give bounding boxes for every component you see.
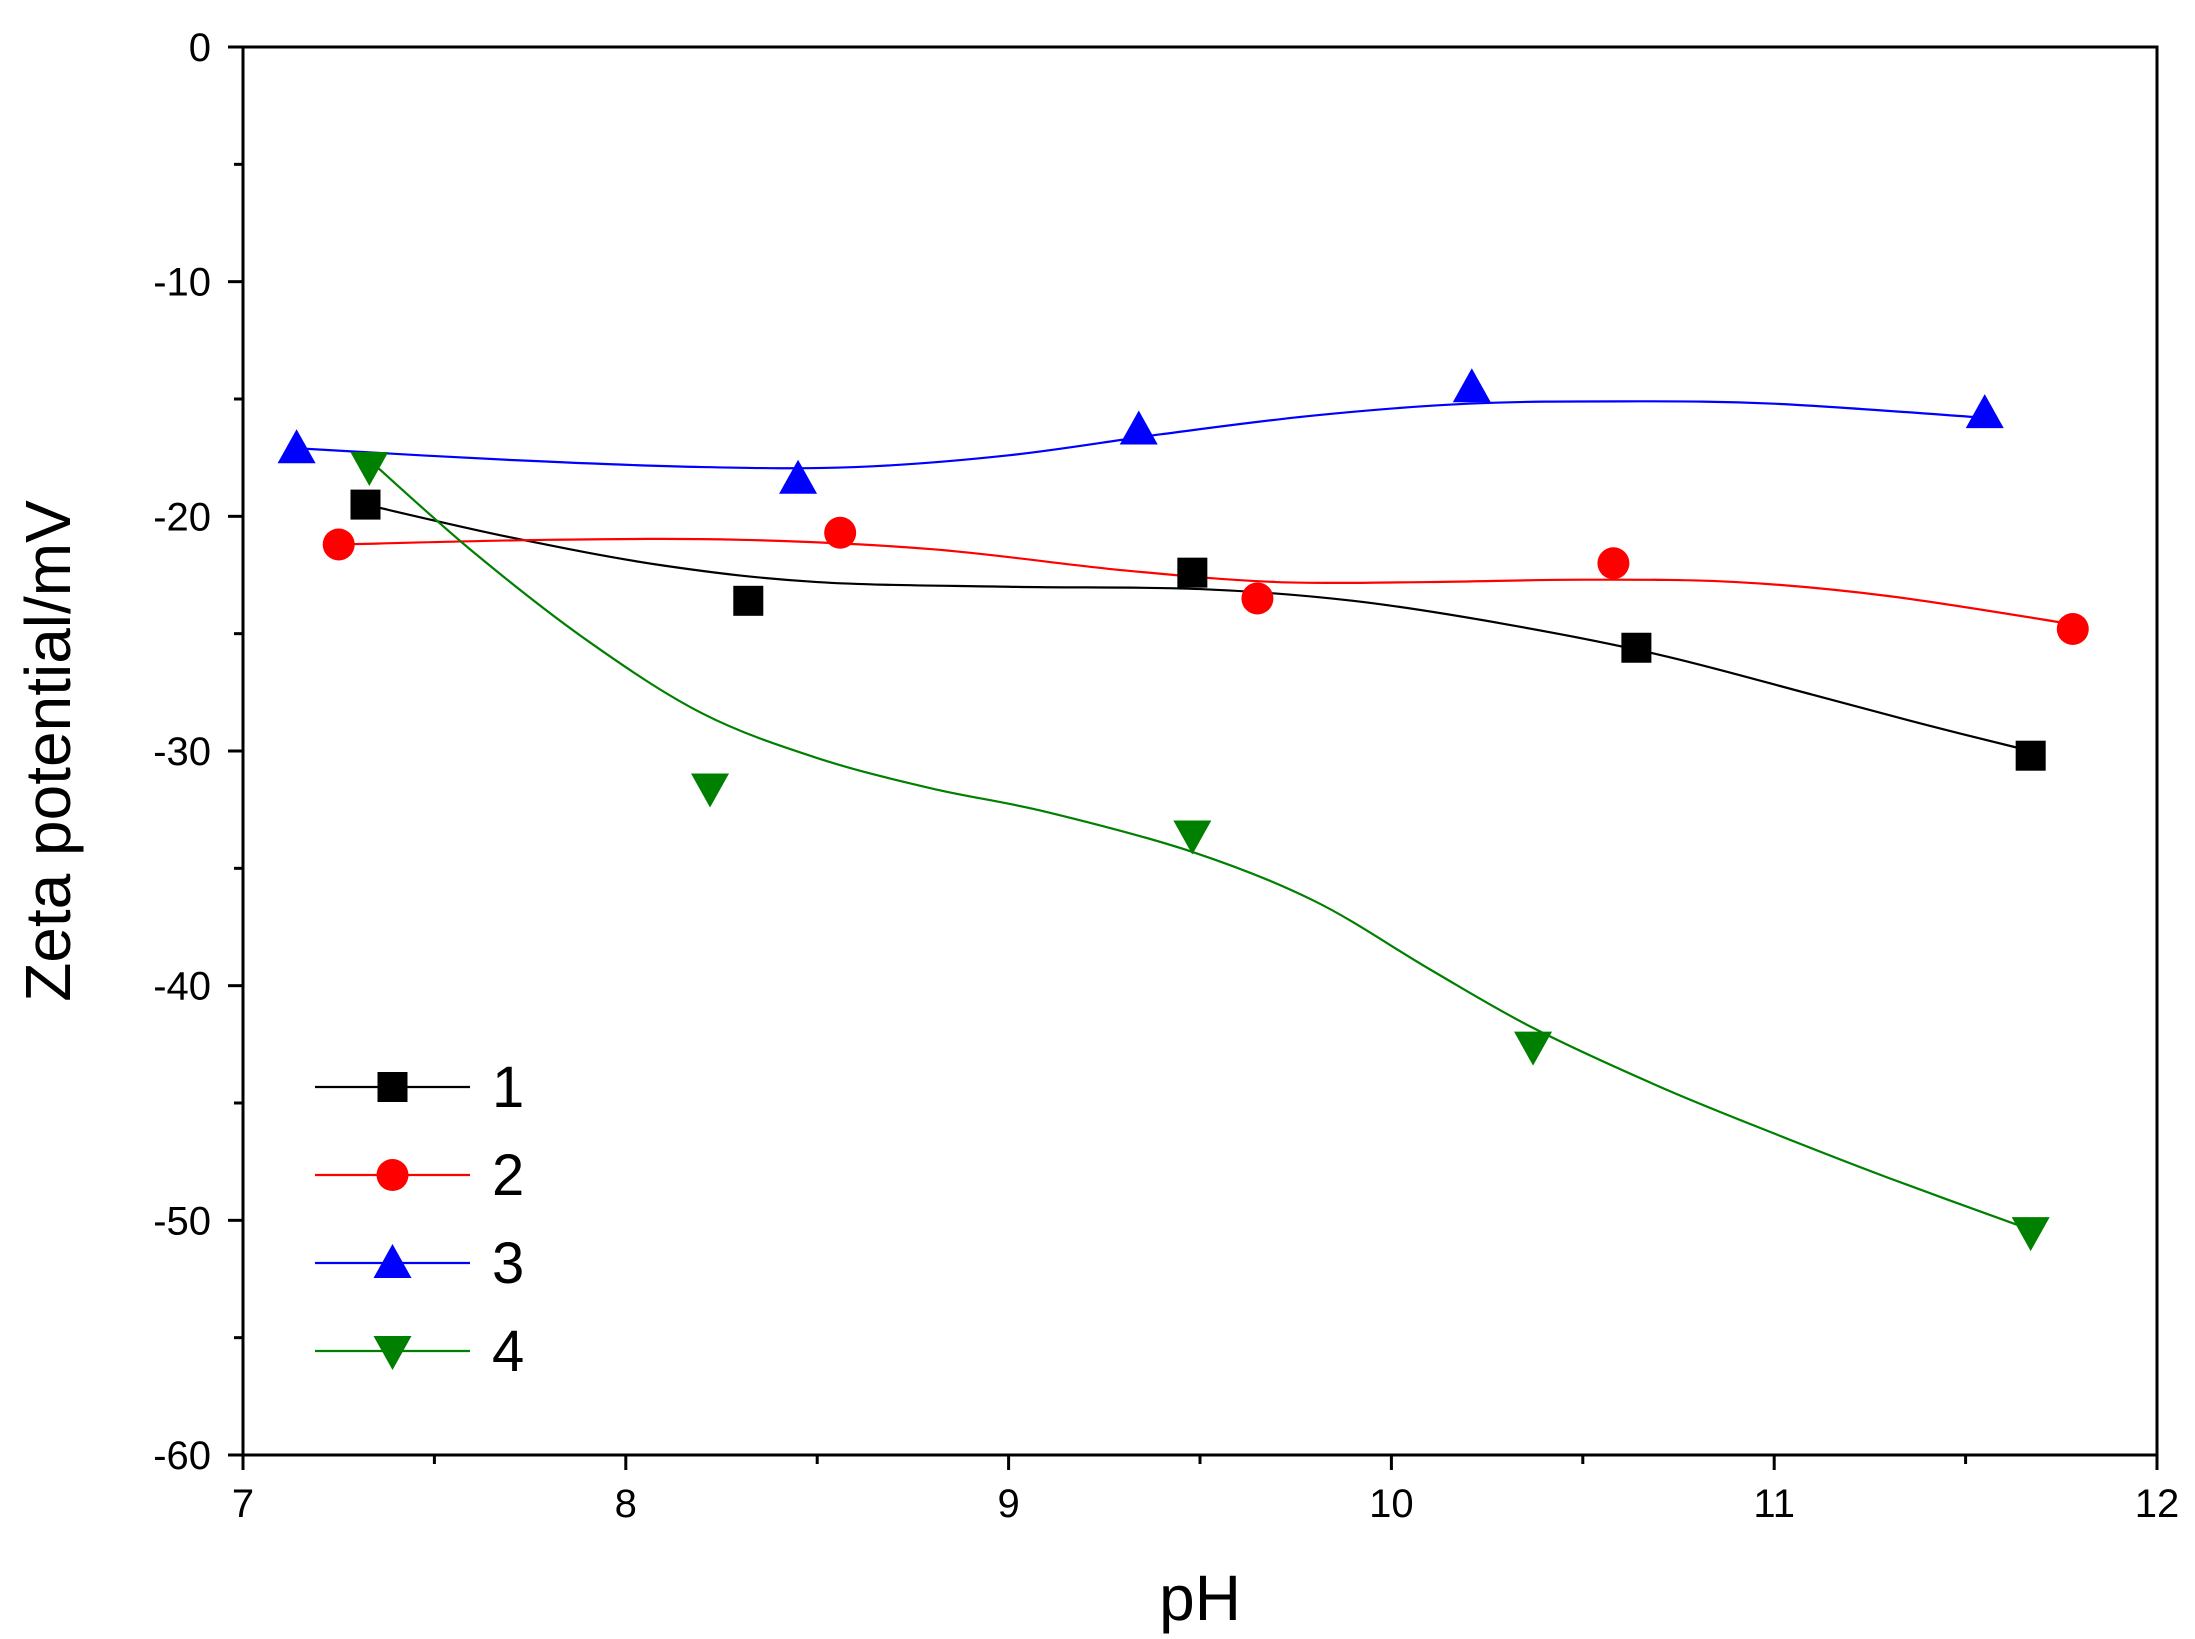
y-tick-label: -40 [153,965,211,1009]
legend: 1 2 3 4 [315,1055,524,1384]
series-1-point [2015,740,2046,771]
series-3-curve [296,400,1985,470]
legend-label-3: 3 [492,1231,524,1296]
legend-label-2: 2 [492,1143,524,1208]
series-2-point [824,516,857,549]
y-tick-label: -10 [153,261,211,305]
x-tick-label: 8 [615,1482,637,1526]
x-tick-label: 10 [1369,1482,1414,1526]
series-3-point [1965,394,2004,429]
y-tick-label: -60 [153,1434,211,1478]
legend-marker-3 [373,1244,412,1278]
x-tick-label: 7 [232,1482,254,1526]
y-axis-ticks: 0 -10 -20 -30 -40 -50 -60 [153,26,243,1478]
y-tick-label: -20 [153,495,211,539]
series-2-point [1241,582,1274,615]
legend-marker-2 [376,1159,409,1191]
y-tick-label: -30 [153,730,211,774]
series-3-point [779,459,818,494]
legend-label-1: 1 [492,1055,524,1120]
series-1-point [1177,557,1208,588]
series-4-point [1514,1031,1553,1066]
series-1-point [1621,632,1652,663]
series-2-curve [338,537,2073,626]
legend-label-4: 4 [492,1319,524,1384]
legend-marker-1 [377,1072,408,1102]
series-2-point [2056,612,2089,645]
x-tick-label: 12 [2135,1482,2180,1526]
y-axis-title: Zeta potential/mV [12,500,84,1002]
series-4-point [2011,1217,2050,1252]
x-axis-ticks: 7 8 9 10 11 12 [232,1455,2179,1526]
legend-marker-4 [373,1336,412,1370]
series-4-point [691,773,730,808]
series-3-point [1119,410,1158,445]
series-4-point [1173,820,1212,855]
series-4-point [350,452,389,487]
series-1-point [350,489,381,520]
series-3-point [1452,368,1491,403]
x-tick-label: 9 [997,1482,1019,1526]
data-markers [277,368,2089,1252]
series-3-point [277,429,316,464]
series-2-point [1597,547,1630,580]
y-tick-label: -50 [153,1199,211,1243]
series-1-point [733,585,764,616]
y-tick-label: 0 [189,26,211,70]
x-tick-label: 11 [1753,1482,1795,1526]
series-2-point [322,528,355,561]
x-axis-title: pH [1159,1562,1241,1634]
